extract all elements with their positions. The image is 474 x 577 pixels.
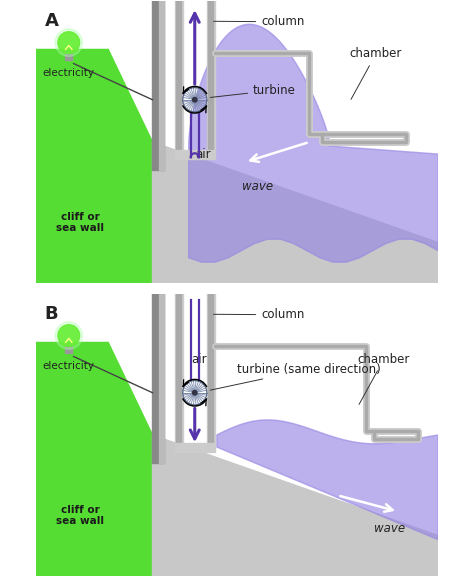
Text: chamber: chamber — [358, 353, 410, 404]
Bar — [153, 0, 164, 170]
Bar — [207, 292, 215, 443]
Text: A: A — [45, 13, 58, 31]
Text: wave: wave — [242, 180, 273, 193]
Circle shape — [192, 391, 197, 395]
Bar — [209, 0, 213, 150]
Polygon shape — [36, 342, 153, 576]
Text: column: column — [214, 308, 304, 321]
Circle shape — [192, 98, 197, 102]
Text: column: column — [214, 16, 304, 28]
Bar — [159, 0, 164, 170]
Text: chamber: chamber — [350, 47, 402, 99]
Bar — [65, 344, 73, 353]
Text: turbine: turbine — [210, 84, 296, 98]
Text: turbine (same direction): turbine (same direction) — [210, 362, 381, 390]
Bar — [174, 0, 182, 150]
Bar — [174, 150, 215, 159]
Bar — [174, 292, 182, 443]
Bar — [174, 443, 215, 452]
Text: air: air — [191, 353, 207, 366]
Polygon shape — [36, 50, 153, 283]
Polygon shape — [189, 24, 438, 262]
Bar — [176, 292, 181, 443]
Text: wave: wave — [374, 522, 405, 534]
Bar — [209, 292, 213, 443]
Polygon shape — [189, 24, 438, 262]
Circle shape — [58, 325, 80, 346]
Bar — [207, 0, 215, 150]
Text: cliff or
sea wall: cliff or sea wall — [56, 212, 104, 233]
Text: cliff or
sea wall: cliff or sea wall — [56, 505, 104, 526]
Polygon shape — [217, 420, 438, 539]
Polygon shape — [217, 420, 438, 539]
Text: electricity: electricity — [43, 361, 95, 372]
Text: electricity: electricity — [43, 68, 95, 78]
Bar — [65, 51, 73, 61]
Circle shape — [58, 32, 80, 54]
Text: B: B — [45, 305, 58, 323]
Bar — [153, 286, 164, 463]
Text: air: air — [195, 148, 210, 161]
Polygon shape — [153, 142, 438, 283]
Circle shape — [55, 29, 82, 57]
Bar — [176, 0, 181, 150]
Circle shape — [55, 322, 82, 349]
Polygon shape — [153, 435, 438, 576]
Bar — [159, 286, 164, 463]
